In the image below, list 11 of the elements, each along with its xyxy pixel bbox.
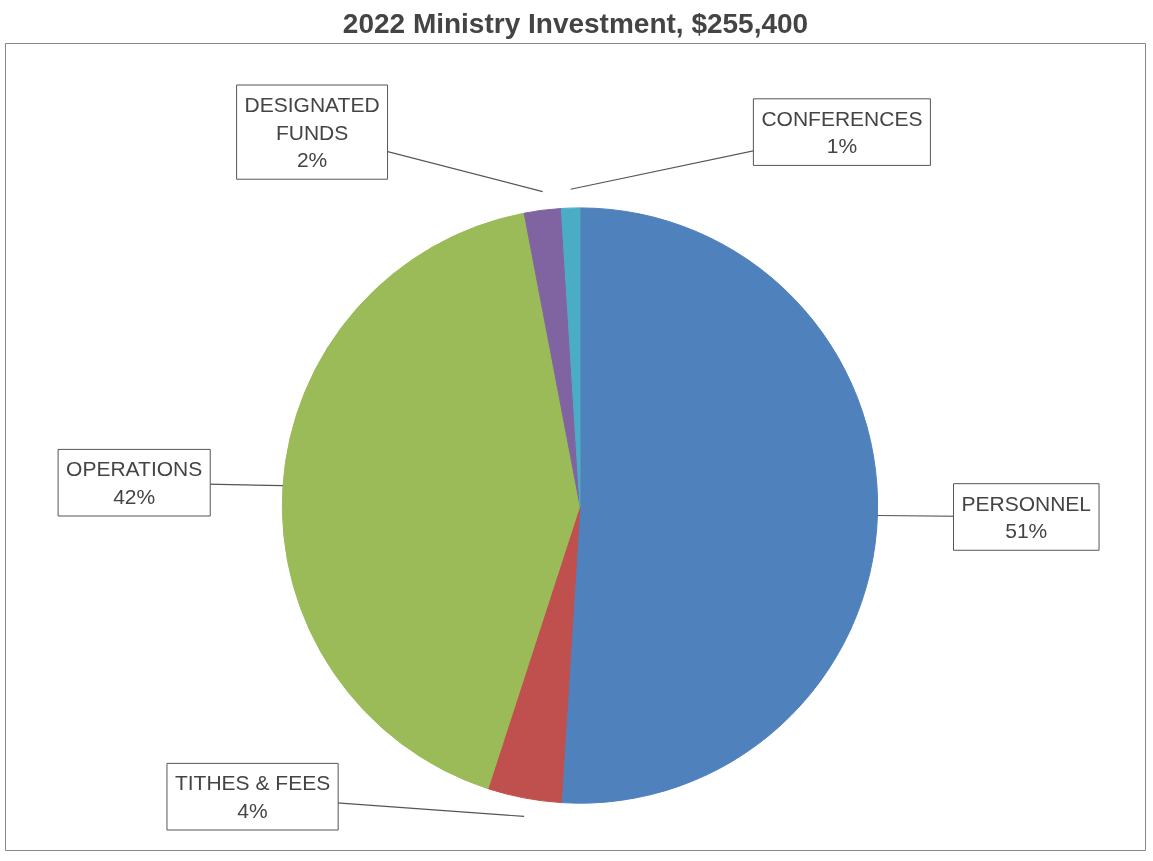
slice-label: OPERATIONS	[66, 457, 203, 481]
data-label: 4%	[237, 799, 268, 822]
data-label: 42%	[113, 484, 156, 508]
data-label: 1%	[826, 134, 858, 158]
slice-label: CONFERENCES	[761, 106, 923, 130]
chart-title: 2022 Ministry Investment, $255,400	[342, 7, 809, 39]
slice-label: DESIGNATED FUNDS	[244, 93, 380, 144]
data-label: 2%	[296, 148, 328, 172]
data-label: 51%	[1005, 519, 1048, 543]
slice-label: PERSONNEL	[961, 491, 1092, 515]
slice-label: TITHES & FEES	[174, 771, 331, 795]
